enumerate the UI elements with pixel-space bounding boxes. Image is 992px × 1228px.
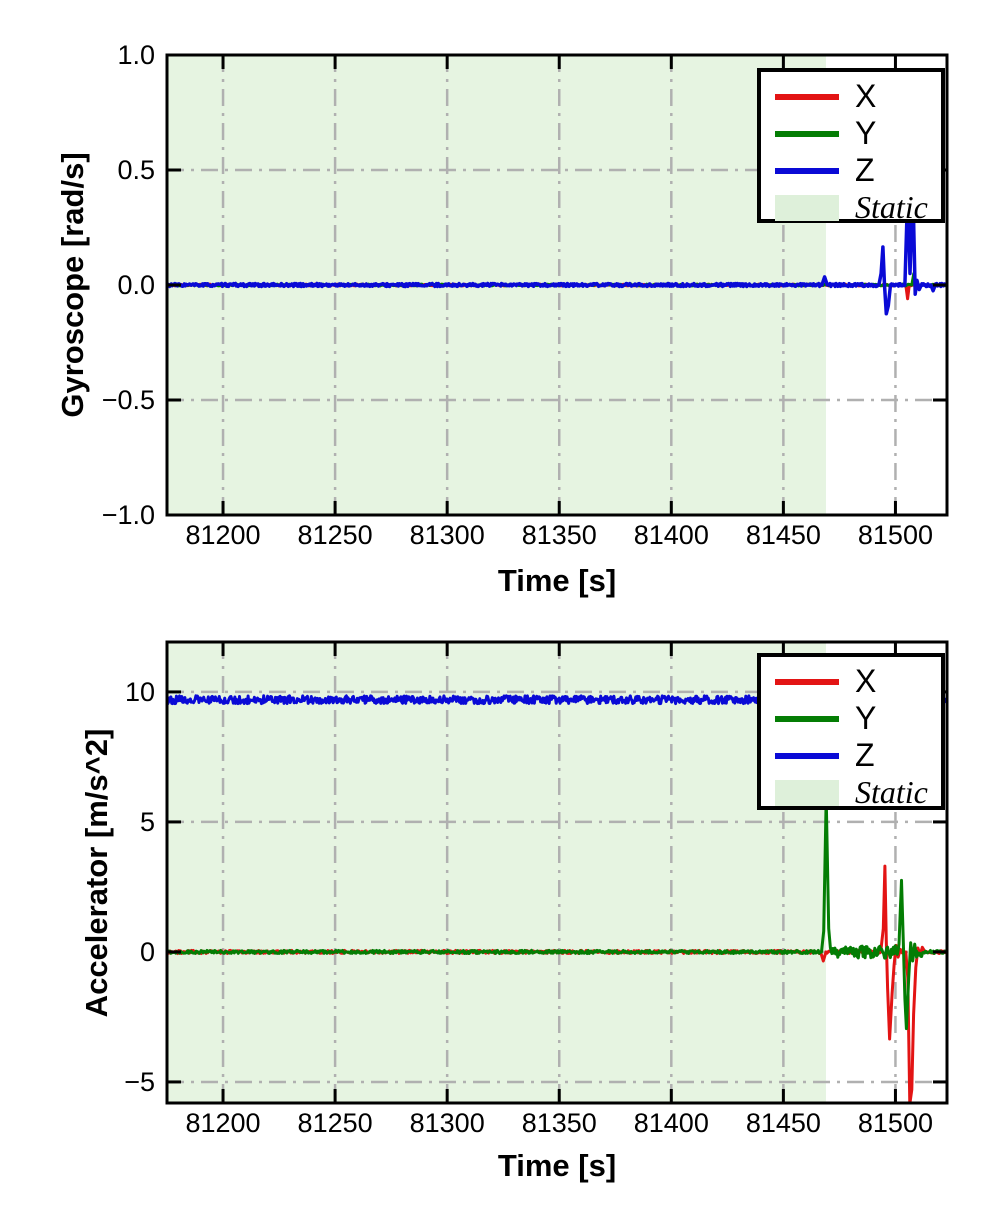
y-tick-label: 5 xyxy=(139,806,155,837)
accelerator-chart: Accelerator [m/s^2] Time [s] X Y Z Static 8… xyxy=(0,620,992,1228)
axes-spines xyxy=(165,640,949,1105)
legend-entry-y: Y xyxy=(775,700,941,737)
x-tick-label: 81250 xyxy=(297,1108,373,1138)
y-tick-label: −5 xyxy=(124,1066,155,1097)
legend-label: Y xyxy=(855,700,877,736)
x-tick-label: 81400 xyxy=(633,1108,709,1138)
legend-entry-static: Static xyxy=(775,774,941,811)
legend-entry-x: X xyxy=(775,663,941,700)
accelerator-x-axis-label: Time [s] xyxy=(497,1148,617,1183)
series-line-Y xyxy=(167,795,947,1031)
x-tick-label: 81500 xyxy=(857,520,933,550)
legend-label: X xyxy=(855,78,877,114)
legend-entry-z: Z xyxy=(775,152,941,189)
accelerator-y-axis-label: Accelerator [m/s^2] xyxy=(79,728,114,1018)
x-tick-label: 81350 xyxy=(521,1108,597,1138)
legend-label: Static xyxy=(855,774,928,810)
y-tick-label: 1.0 xyxy=(117,40,155,70)
y-tick-label: 0.0 xyxy=(117,270,155,300)
legend-label: Y xyxy=(855,115,877,151)
legend-entry-static: Static xyxy=(775,189,941,226)
y-tick-label: 0 xyxy=(139,936,155,967)
x-tick-label: 81450 xyxy=(745,520,821,550)
x-tick-label: 81200 xyxy=(185,520,261,550)
gyroscope-legend: X Y Z Static xyxy=(757,68,945,226)
x-tick-label: 81300 xyxy=(409,520,485,550)
static-region xyxy=(167,642,826,1103)
legend-label: Z xyxy=(855,152,875,188)
legend-entry-y: Y xyxy=(775,115,941,152)
y-tick-label: 0.5 xyxy=(117,155,155,185)
legend-entry-z: Z xyxy=(775,737,941,774)
legend-label: Static xyxy=(855,189,928,225)
x-tick-label: 81250 xyxy=(297,520,373,550)
x-tick-label: 81500 xyxy=(857,1108,933,1138)
x-tick-label: 81350 xyxy=(521,520,597,550)
x-tick-label: 81200 xyxy=(185,1108,261,1138)
gyroscope-chart: Gyroscope [rad/s] Time [s] X Y Z Static 812… xyxy=(55,40,949,598)
legend-line-swatch xyxy=(775,93,839,100)
legend-line-swatch xyxy=(775,130,839,137)
x-tick-label: 81300 xyxy=(409,1108,485,1138)
legend-line-swatch xyxy=(775,678,839,685)
y-tick-label: −1.0 xyxy=(101,500,155,530)
x-tick-label: 81400 xyxy=(633,520,709,550)
gyroscope-x-axis-label: Time [s] xyxy=(497,563,617,598)
accelerator-legend: X Y Z Static xyxy=(757,653,945,810)
legend-line-swatch xyxy=(775,752,839,759)
series-line-Z xyxy=(167,186,947,316)
legend-line-swatch xyxy=(775,167,839,174)
legend-patch-swatch xyxy=(775,779,839,806)
legend-label: Z xyxy=(855,737,875,773)
y-tick-label: −0.5 xyxy=(101,385,155,415)
legend-line-swatch xyxy=(775,715,839,722)
legend-entry-x: X xyxy=(775,78,941,115)
legend-label: X xyxy=(855,663,877,699)
y-tick-label: 10 xyxy=(124,676,155,707)
legend-patch-swatch xyxy=(775,194,839,221)
x-tick-label: 81450 xyxy=(745,1108,821,1138)
